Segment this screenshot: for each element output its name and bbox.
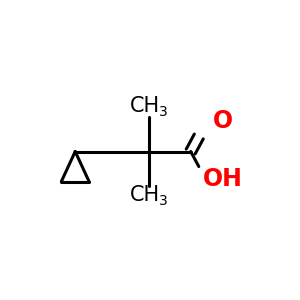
Text: CH: CH: [129, 97, 160, 116]
Text: CH: CH: [129, 185, 160, 206]
Text: 3: 3: [159, 194, 167, 208]
Text: OH: OH: [203, 167, 243, 191]
Text: 3: 3: [159, 105, 167, 119]
Text: O: O: [213, 110, 233, 134]
